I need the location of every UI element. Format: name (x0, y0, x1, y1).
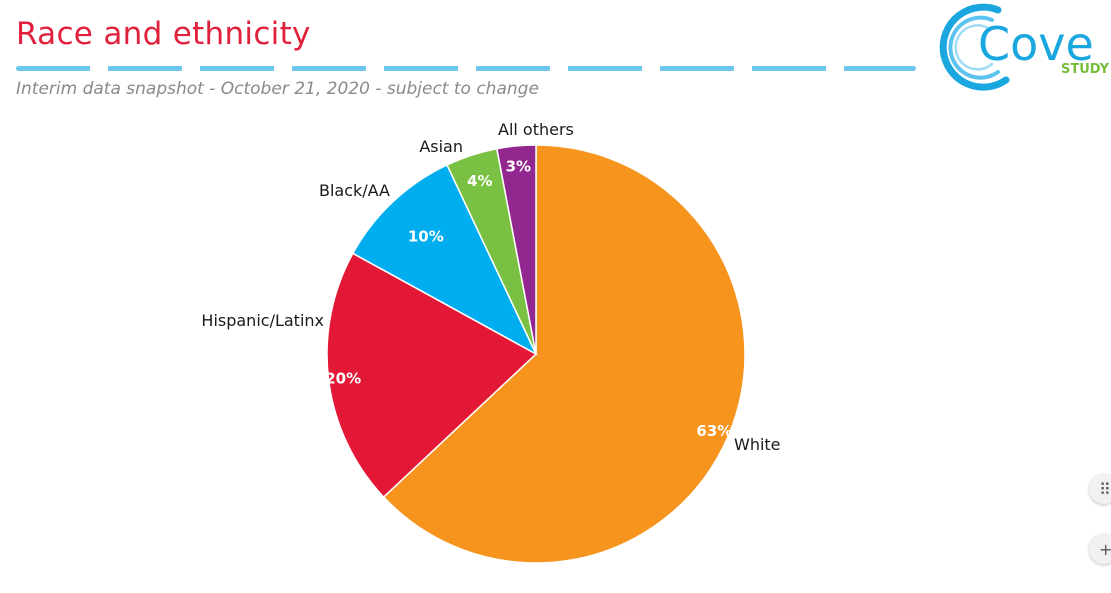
data-label-black-aa: 10% (408, 228, 444, 246)
pie-slice-hispanic-latinx (326, 252, 538, 499)
logo-rings-icon (939, 3, 1010, 91)
cove-study-logo: Cove STUDY (939, 3, 1110, 91)
pie-slice-black-aa (351, 163, 538, 356)
category-label-white: White (734, 435, 781, 454)
category-label-black-aa: Black/AA (319, 181, 390, 200)
data-label-hispanic-latinx: 20% (325, 369, 361, 387)
logo-sub: STUDY (1061, 62, 1110, 77)
move-icon[interactable]: ⠿ (1089, 474, 1111, 504)
logo-word: Cove (978, 17, 1094, 71)
title-divider (16, 66, 916, 71)
data-label-all-others: 3% (506, 158, 531, 176)
category-label-hispanic-latinx: Hispanic/Latinx (201, 311, 324, 330)
plus-icon[interactable]: + (1089, 534, 1111, 564)
pie-slice-all-others (495, 144, 537, 355)
category-label-all-others: All others (498, 120, 574, 139)
slide-title: Race and ethnicity (16, 16, 311, 52)
pie-slice-white (382, 144, 746, 564)
data-label-white: 63% (696, 422, 732, 440)
slide-subtitle: Interim data snapshot - October 21, 2020… (16, 79, 539, 99)
data-label-asian: 4% (467, 172, 492, 190)
category-label-asian: Asian (419, 137, 463, 156)
